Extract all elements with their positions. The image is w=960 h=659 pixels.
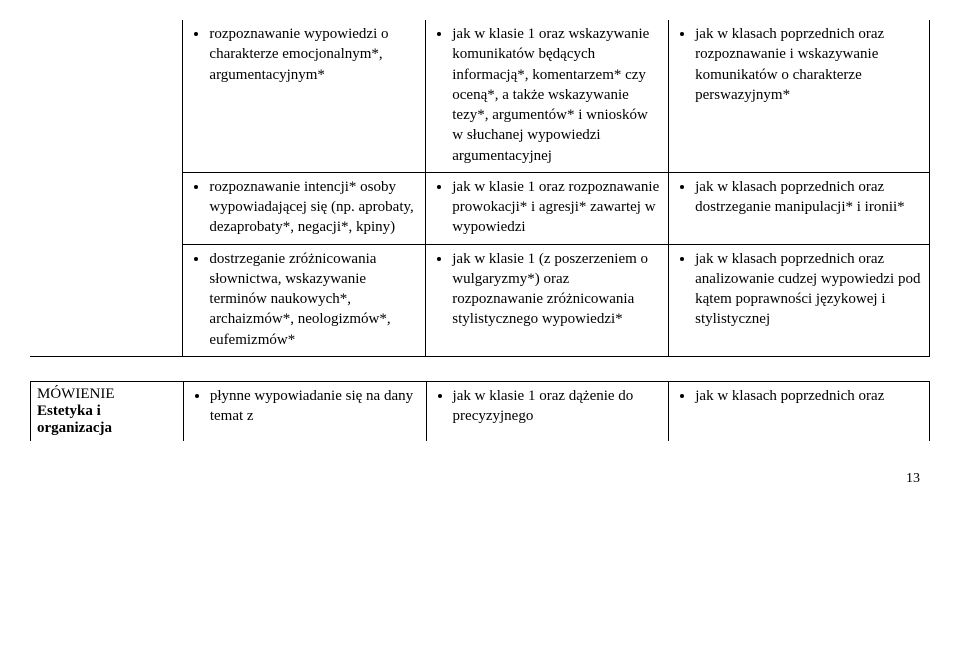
cell-col3: jak w klasie 1 oraz rozpoznawanie prowok… [426,172,669,244]
cell-col2: płynne wypowiadanie się na dany temat z [183,381,426,441]
list-item: płynne wypowiadanie się na dany temat z [210,386,420,427]
list-item: rozpoznawanie wypowiedzi o charakterze e… [209,24,419,85]
cell-col4: jak w klasach poprzednich oraz [669,381,930,441]
list-item: jak w klasie 1 (z poszerzeniem o wulgary… [452,249,662,330]
list-item: jak w klasach poprzednich oraz rozpoznaw… [695,24,923,105]
cell-col4: jak w klasach poprzednich oraz dostrzega… [669,172,930,244]
page-number: 13 [30,471,930,487]
cell-col3: jak w klasie 1 (z poszerzeniem o wulgary… [426,244,669,356]
list-item: jak w klasach poprzednich oraz dostrzega… [695,177,923,218]
list-item: dostrzeganie zróżnicowania słownictwa, w… [209,249,419,350]
section-cell: MÓWIENIE Estetyka i organizacja [31,381,184,441]
cell-col4: jak w klasach poprzednich oraz analizowa… [669,244,930,356]
empty-leading-cell [30,20,183,356]
spacer [30,357,930,381]
cell-col2: rozpoznawanie intencji* osoby wypowiadaj… [183,172,426,244]
cell-col2: dostrzeganie zróżnicowania słownictwa, w… [183,244,426,356]
cell-col4: jak w klasach poprzednich oraz rozpoznaw… [669,20,930,172]
curriculum-table-lower: MÓWIENIE Estetyka i organizacja płynne w… [30,381,930,441]
cell-col3: jak w klasie 1 oraz dążenie do precyzyjn… [426,381,669,441]
cell-col3: jak w klasie 1 oraz wskazywanie komunika… [426,20,669,172]
table-row: rozpoznawanie wypowiedzi o charakterze e… [30,20,930,172]
list-item: rozpoznawanie intencji* osoby wypowiadaj… [209,177,419,238]
section-subheading-line2: organizacja [37,420,177,437]
table-row: MÓWIENIE Estetyka i organizacja płynne w… [31,381,930,441]
section-heading: MÓWIENIE [37,386,177,403]
list-item: jak w klasie 1 oraz rozpoznawanie prowok… [452,177,662,238]
curriculum-table-upper: rozpoznawanie wypowiedzi o charakterze e… [30,20,930,357]
list-item: jak w klasie 1 oraz wskazywanie komunika… [452,24,662,166]
list-item: jak w klasach poprzednich oraz analizowa… [695,249,923,330]
list-item: jak w klasach poprzednich oraz [695,386,923,406]
cell-col2: rozpoznawanie wypowiedzi o charakterze e… [183,20,426,172]
list-item: jak w klasie 1 oraz dążenie do precyzyjn… [453,386,663,427]
section-subheading-line1: Estetyka i [37,403,177,420]
